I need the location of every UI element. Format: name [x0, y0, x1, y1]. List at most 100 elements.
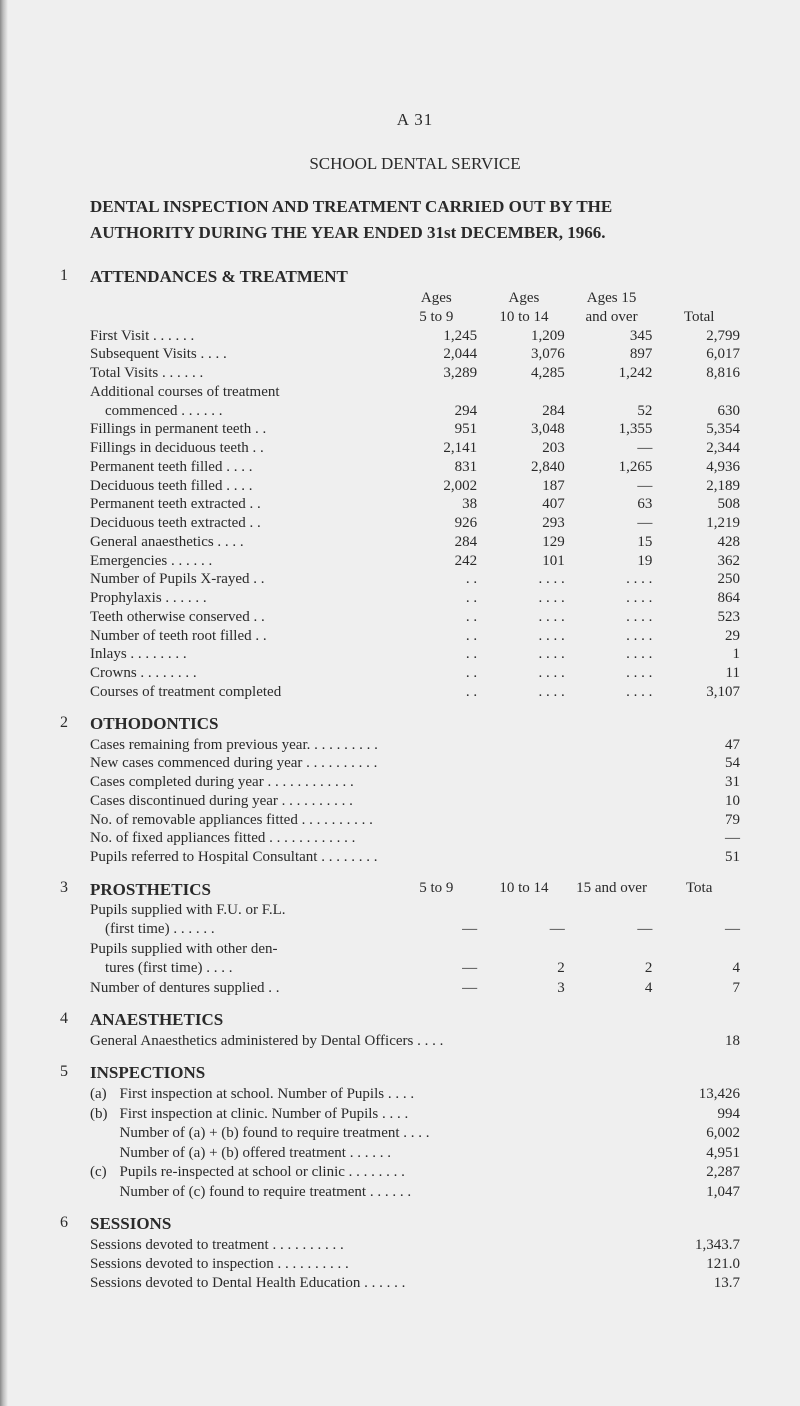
table-row: Sessions devoted to Dental Health Educat… [90, 1274, 740, 1293]
row-value: 13,426 [652, 1085, 740, 1105]
cell: 7 [652, 979, 740, 999]
cell: 1,242 [565, 364, 653, 383]
cell: 2,189 [652, 477, 740, 496]
cell: — [390, 959, 478, 979]
cell: 4,285 [477, 364, 565, 383]
cell: . . [390, 570, 478, 589]
cell [565, 940, 653, 960]
main-title: SCHOOL DENTAL SERVICE [90, 154, 740, 174]
cell: . . [390, 589, 478, 608]
section-num: 1 [60, 267, 68, 285]
col-head: Total [652, 308, 740, 327]
sessions-table: Sessions devoted to treatment . . . . . … [90, 1236, 740, 1292]
cell: 284 [477, 402, 565, 421]
row-label: Number of Pupils X-rayed . . [90, 570, 390, 589]
row-label: Number of (c) found to require treatment… [120, 1183, 652, 1203]
section-anaesthetics: 4 ANAESTHETICS General Anaesthetics admi… [90, 1010, 740, 1051]
cell: 38 [390, 495, 478, 514]
cell [477, 901, 565, 921]
section-num: 5 [60, 1063, 68, 1081]
col-head: 5 to 9 [390, 879, 478, 901]
cell: 2,799 [652, 327, 740, 346]
row-value: 2,287 [652, 1163, 740, 1183]
table-row: Teeth otherwise conserved . .. .. . . ..… [90, 608, 740, 627]
cell: 428 [652, 533, 740, 552]
row-label: Courses of treatment completed [90, 683, 390, 702]
row-label: tures (first time) . . . . [90, 959, 390, 979]
section-num: 3 [60, 879, 68, 897]
cell: . . . . [565, 589, 653, 608]
col-head: 10 to 14 [477, 308, 565, 327]
row-label: Pupils supplied with F.U. or F.L. [90, 901, 390, 921]
table-row: Number of (a) + (b) offered treatment . … [90, 1144, 740, 1164]
cell: 897 [565, 345, 653, 364]
row-letter: (b) [90, 1105, 120, 1125]
cell: 187 [477, 477, 565, 496]
col-head: Ages 15 [565, 289, 653, 308]
row-label: commenced . . . . . . [90, 402, 390, 421]
row-letter [90, 1144, 120, 1164]
section-prosthetics: 3 PROSTHETICS 5 to 9 10 to 14 15 and ove… [90, 879, 740, 999]
section-attendances: 1 ATTENDANCES & TREATMENT Ages Ages Ages… [90, 267, 740, 702]
cell: . . . . [565, 664, 653, 683]
cell: 6,017 [652, 345, 740, 364]
cell: 3,289 [390, 364, 478, 383]
cell [477, 940, 565, 960]
section-orthodontics: 2 OTHODONTICS Cases remaining from previ… [90, 714, 740, 867]
cell: 2 [565, 959, 653, 979]
cell: . . [390, 683, 478, 702]
cell [390, 940, 478, 960]
table-row: New cases commenced during year . . . . … [90, 754, 740, 773]
row-value: 1,343.7 [630, 1236, 740, 1255]
cell: 203 [477, 439, 565, 458]
section-head: INSPECTIONS [90, 1063, 740, 1083]
attendances-table: Ages Ages Ages 15 5 to 9 10 to 14 and ov… [90, 289, 740, 702]
cell: 63 [565, 495, 653, 514]
cell: . . . . [565, 627, 653, 646]
cell: — [565, 477, 653, 496]
row-label: Subsequent Visits . . . . [90, 345, 390, 364]
row-label: First Visit . . . . . . [90, 327, 390, 346]
row-label: Number of dentures supplied . . [90, 979, 390, 999]
row-label: Number of (a) + (b) offered treatment . … [120, 1144, 652, 1164]
sub-title: DENTAL INSPECTION AND TREATMENT CARRIED … [90, 194, 740, 245]
inspections-table: (a)First inspection at school. Number of… [90, 1085, 740, 1202]
cell: 1,209 [477, 327, 565, 346]
cell: 284 [390, 533, 478, 552]
cell: . . . . [477, 589, 565, 608]
row-value: 31 [630, 773, 740, 792]
cell: 5,354 [652, 420, 740, 439]
cell [652, 901, 740, 921]
row-label: Pupils supplied with other den- [90, 940, 390, 960]
cell: . . . . [477, 664, 565, 683]
table-row: Fillings in permanent teeth . .9513,0481… [90, 420, 740, 439]
table-row: No. of removable appliances fitted . . .… [90, 811, 740, 830]
cell: 129 [477, 533, 565, 552]
row-label: Emergencies . . . . . . [90, 552, 390, 571]
table-row: Number of Pupils X-rayed . .. .. . . .. … [90, 570, 740, 589]
row-label: Inlays . . . . . . . . [90, 645, 390, 664]
row-label: Cases completed during year . . . . . . … [90, 773, 630, 792]
row-label: No. of fixed appliances fitted . . . . .… [90, 829, 630, 848]
table-row: Deciduous teeth extracted . .926293—1,21… [90, 514, 740, 533]
row-letter: (a) [90, 1085, 120, 1105]
section-head: ATTENDANCES & TREATMENT [90, 267, 740, 287]
row-label: General anaesthetics . . . . [90, 533, 390, 552]
cell: 3 [477, 979, 565, 999]
row-label: Total Visits . . . . . . [90, 364, 390, 383]
row-letter [90, 1124, 120, 1144]
col-head: 5 to 9 [390, 308, 478, 327]
row-label: Deciduous teeth filled . . . . [90, 477, 390, 496]
cell: . . . . [565, 570, 653, 589]
row-value: 79 [630, 811, 740, 830]
section-num: 6 [60, 1214, 68, 1232]
sub-title-line1: DENTAL INSPECTION AND TREATMENT CARRIED … [90, 197, 612, 216]
cell [390, 383, 478, 402]
row-value: 121.0 [630, 1255, 740, 1274]
row-label: Pupils referred to Hospital Consultant .… [90, 848, 630, 867]
row-label: Permanent teeth extracted . . [90, 495, 390, 514]
cell: 294 [390, 402, 478, 421]
cell: . . . . [565, 645, 653, 664]
cell: 2,840 [477, 458, 565, 477]
cell: 11 [652, 664, 740, 683]
